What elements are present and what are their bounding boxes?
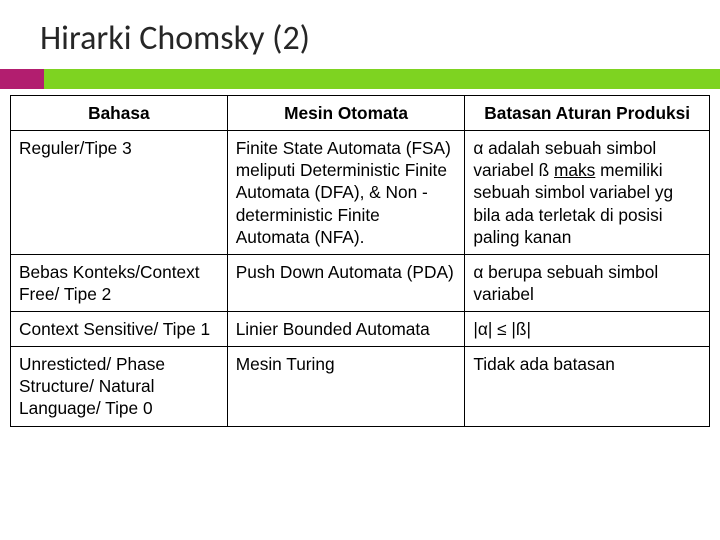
- cell-mesin: Push Down Automata (PDA): [227, 254, 465, 311]
- accent-right-block: [44, 69, 720, 89]
- table-row: Bebas Konteks/Context Free/ Tipe 2 Push …: [11, 254, 710, 311]
- cell-batasan: |α| ≤ |ß|: [465, 312, 710, 347]
- cell-mesin: Finite State Automata (FSA) meliputi Det…: [227, 131, 465, 255]
- table-container: Bahasa Mesin Otomata Batasan Aturan Prod…: [0, 89, 720, 427]
- accent-bar: [0, 69, 720, 89]
- table-header-row: Bahasa Mesin Otomata Batasan Aturan Prod…: [11, 96, 710, 131]
- cell-mesin: Linier Bounded Automata: [227, 312, 465, 347]
- cell-bahasa: Reguler/Tipe 3: [11, 131, 228, 255]
- col-header-bahasa: Bahasa: [11, 96, 228, 131]
- col-header-mesin: Mesin Otomata: [227, 96, 465, 131]
- cell-bahasa: Bebas Konteks/Context Free/ Tipe 2: [11, 254, 228, 311]
- cell-mesin: Mesin Turing: [227, 347, 465, 426]
- cell-bahasa: Context Sensitive/ Tipe 1: [11, 312, 228, 347]
- slide-title: Hirarki Chomsky (2): [0, 0, 720, 69]
- accent-left-block: [0, 69, 44, 89]
- batasan-text-underline: maks: [554, 160, 595, 180]
- batasan-text-pre: α berupa sebuah simbol variabel: [473, 262, 658, 304]
- cell-batasan: Tidak ada batasan: [465, 347, 710, 426]
- col-header-batasan: Batasan Aturan Produksi: [465, 96, 710, 131]
- table-row: Reguler/Tipe 3 Finite State Automata (FS…: [11, 131, 710, 255]
- cell-batasan: α berupa sebuah simbol variabel: [465, 254, 710, 311]
- table-row: Context Sensitive/ Tipe 1 Linier Bounded…: [11, 312, 710, 347]
- chomsky-table: Bahasa Mesin Otomata Batasan Aturan Prod…: [10, 95, 710, 427]
- cell-bahasa: Unresticted/ Phase Structure/ Natural La…: [11, 347, 228, 426]
- batasan-text-pre: |α| ≤ |ß|: [473, 319, 531, 339]
- table-row: Unresticted/ Phase Structure/ Natural La…: [11, 347, 710, 426]
- batasan-text-pre: Tidak ada batasan: [473, 354, 615, 374]
- cell-batasan: α adalah sebuah simbol variabel ß maks m…: [465, 131, 710, 255]
